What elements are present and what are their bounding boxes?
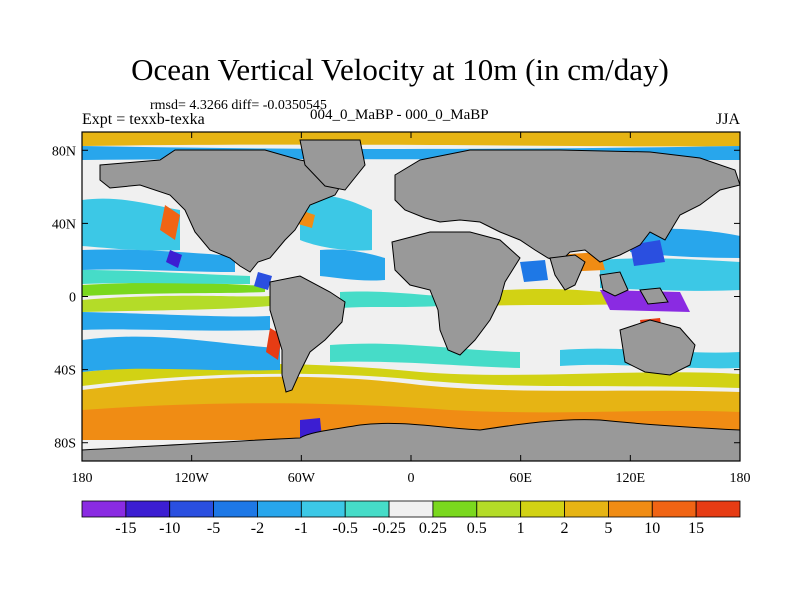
colorbar-label: 10 [644, 520, 660, 537]
colorbar-swatch [81, 500, 127, 518]
y-axis: 80N 40N 0 40S 80S [52, 144, 740, 452]
colorbar-label: 0.5 [467, 520, 487, 537]
experiment-label: Expt = texxb-texka [82, 111, 205, 128]
x-tick-label: 0 [408, 471, 415, 486]
field-patch [520, 260, 548, 282]
colorbar-label: -2 [251, 520, 264, 537]
x-axis: 180 120W 60W 0 60E 120E 180 [72, 132, 751, 486]
land-greenland [299, 139, 366, 191]
colorbar-swatch [651, 500, 697, 518]
land-africa [391, 231, 521, 356]
colorbar-swatch [169, 500, 215, 518]
field-patch [330, 343, 520, 368]
field-patch [160, 205, 180, 240]
colorbar-swatch [300, 500, 346, 518]
colorbar-swatch [257, 500, 302, 518]
land-masses [82, 139, 740, 461]
y-tick-label: 0 [69, 291, 76, 306]
field-patch [630, 240, 665, 266]
land-india [549, 254, 586, 291]
land-eurasia [394, 149, 740, 263]
land-maritime-asia [639, 287, 669, 305]
land-south-america [269, 275, 346, 393]
colorbar-label: 15 [688, 520, 704, 537]
difference-case-label: 004_0_MaBP - 000_0_MaBP [310, 107, 489, 123]
x-tick-label: 120W [175, 471, 210, 486]
x-tick-label: 180 [730, 471, 751, 486]
field-patch [82, 282, 265, 296]
colorbar-label: -1 [295, 520, 308, 537]
field-patch [320, 249, 385, 281]
colorbar: -15 -10 -5 -2 -1 -0.5 -0.25 0.25 0.5 1 2 5 10 15 [81, 500, 741, 537]
field-patch [82, 270, 250, 284]
ocean-velocity-field [82, 132, 740, 440]
field-patch [340, 291, 440, 308]
land-north-america [99, 149, 351, 273]
field-patch [300, 194, 372, 251]
colorbar-swatch [213, 500, 258, 518]
rmsd-diff-stats: rmsd= 4.3266 diff= -0.0350545 [150, 98, 327, 113]
colorbar-label: -0.25 [372, 520, 405, 537]
land-australia [619, 319, 696, 376]
field-patch [82, 132, 740, 147]
colorbar-swatch [344, 500, 390, 518]
x-tick-label: 120E [616, 471, 646, 486]
x-tick-label: 60E [509, 471, 532, 486]
season-label: JJA [716, 111, 741, 128]
field-patch [600, 290, 690, 312]
field-patch [166, 250, 182, 268]
colorbar-label: 2 [561, 520, 569, 537]
land-antarctica [82, 419, 740, 461]
plot-title: Ocean Vertical Velocity at 10m (in cm/da… [131, 52, 669, 87]
field-patch [480, 288, 620, 306]
colorbar-label: 1 [517, 520, 525, 537]
y-tick-label: 80N [52, 144, 76, 159]
colorbar-label: -5 [207, 520, 220, 537]
field-patch [82, 295, 270, 312]
x-tick-label: 180 [72, 471, 93, 486]
colorbar-swatch [520, 500, 565, 518]
y-tick-label: 80S [54, 437, 76, 452]
colorbar-label: 5 [604, 520, 612, 537]
y-tick-label: 40S [54, 364, 76, 379]
colorbar-swatch [564, 500, 609, 518]
colorbar-swatch [125, 500, 171, 518]
field-patch [82, 198, 180, 251]
field-patch [82, 249, 235, 272]
x-tick-label: 60W [288, 471, 316, 486]
colorbar-swatch [608, 500, 653, 518]
y-tick-label: 40N [52, 217, 76, 232]
field-patch [254, 272, 272, 290]
colorbar-label: -0.5 [333, 520, 358, 537]
colorbar-swatch [476, 500, 522, 518]
colorbar-label: -10 [159, 520, 180, 537]
field-patch [600, 258, 740, 291]
land-maritime-asia [599, 271, 629, 297]
colorbar-swatch [695, 500, 741, 518]
field-patch [82, 336, 280, 372]
colorbar-swatch [388, 500, 434, 518]
map-area [82, 132, 740, 461]
colorbar-label: 0.25 [419, 520, 447, 537]
field-patch [82, 312, 270, 331]
colorbar-label: -15 [115, 520, 136, 537]
colorbar-swatch [432, 500, 478, 518]
